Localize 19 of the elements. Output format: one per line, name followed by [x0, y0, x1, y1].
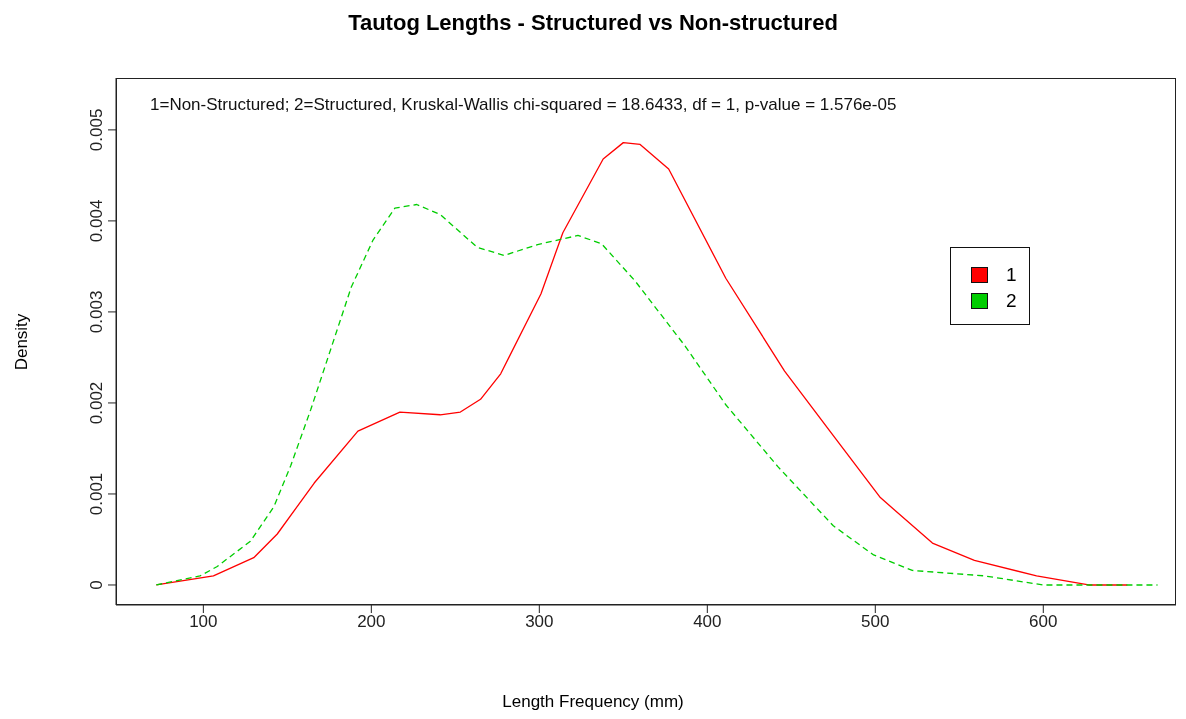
line-series	[155, 203, 1159, 586]
y-tick-label: 0.001	[87, 472, 106, 516]
y-tick-label: 0.005	[87, 108, 106, 152]
chart-title: Tautog Lengths - Structured vs Non-structured	[347, 10, 839, 36]
y-axis-title: Density	[12, 313, 32, 370]
annotation: 1=Non-Structured; 2=Structured, Kruskal-Wallis chi-squared = 18.6433, df = 1, p-value = 1.576e-05	[150, 95, 897, 115]
x-tick-label: 400	[693, 612, 722, 632]
legend-label: 1	[1006, 264, 1017, 286]
y-tick-label: 0.002	[87, 381, 106, 425]
x-axis-title: Length Frequency (mm)	[501, 692, 685, 712]
y-tick-label: 0.004	[87, 199, 106, 243]
legend-label: 2	[1006, 290, 1017, 312]
y-tick-label: 0.003	[87, 290, 106, 334]
x-tick-label: 100	[189, 612, 218, 632]
x-tick-label: 200	[357, 612, 386, 632]
x-tick-label: 600	[1029, 612, 1058, 632]
x-tick-label: 500	[861, 612, 890, 632]
x-tick-label: 300	[525, 612, 554, 632]
y-tick-label: 0	[87, 580, 106, 590]
